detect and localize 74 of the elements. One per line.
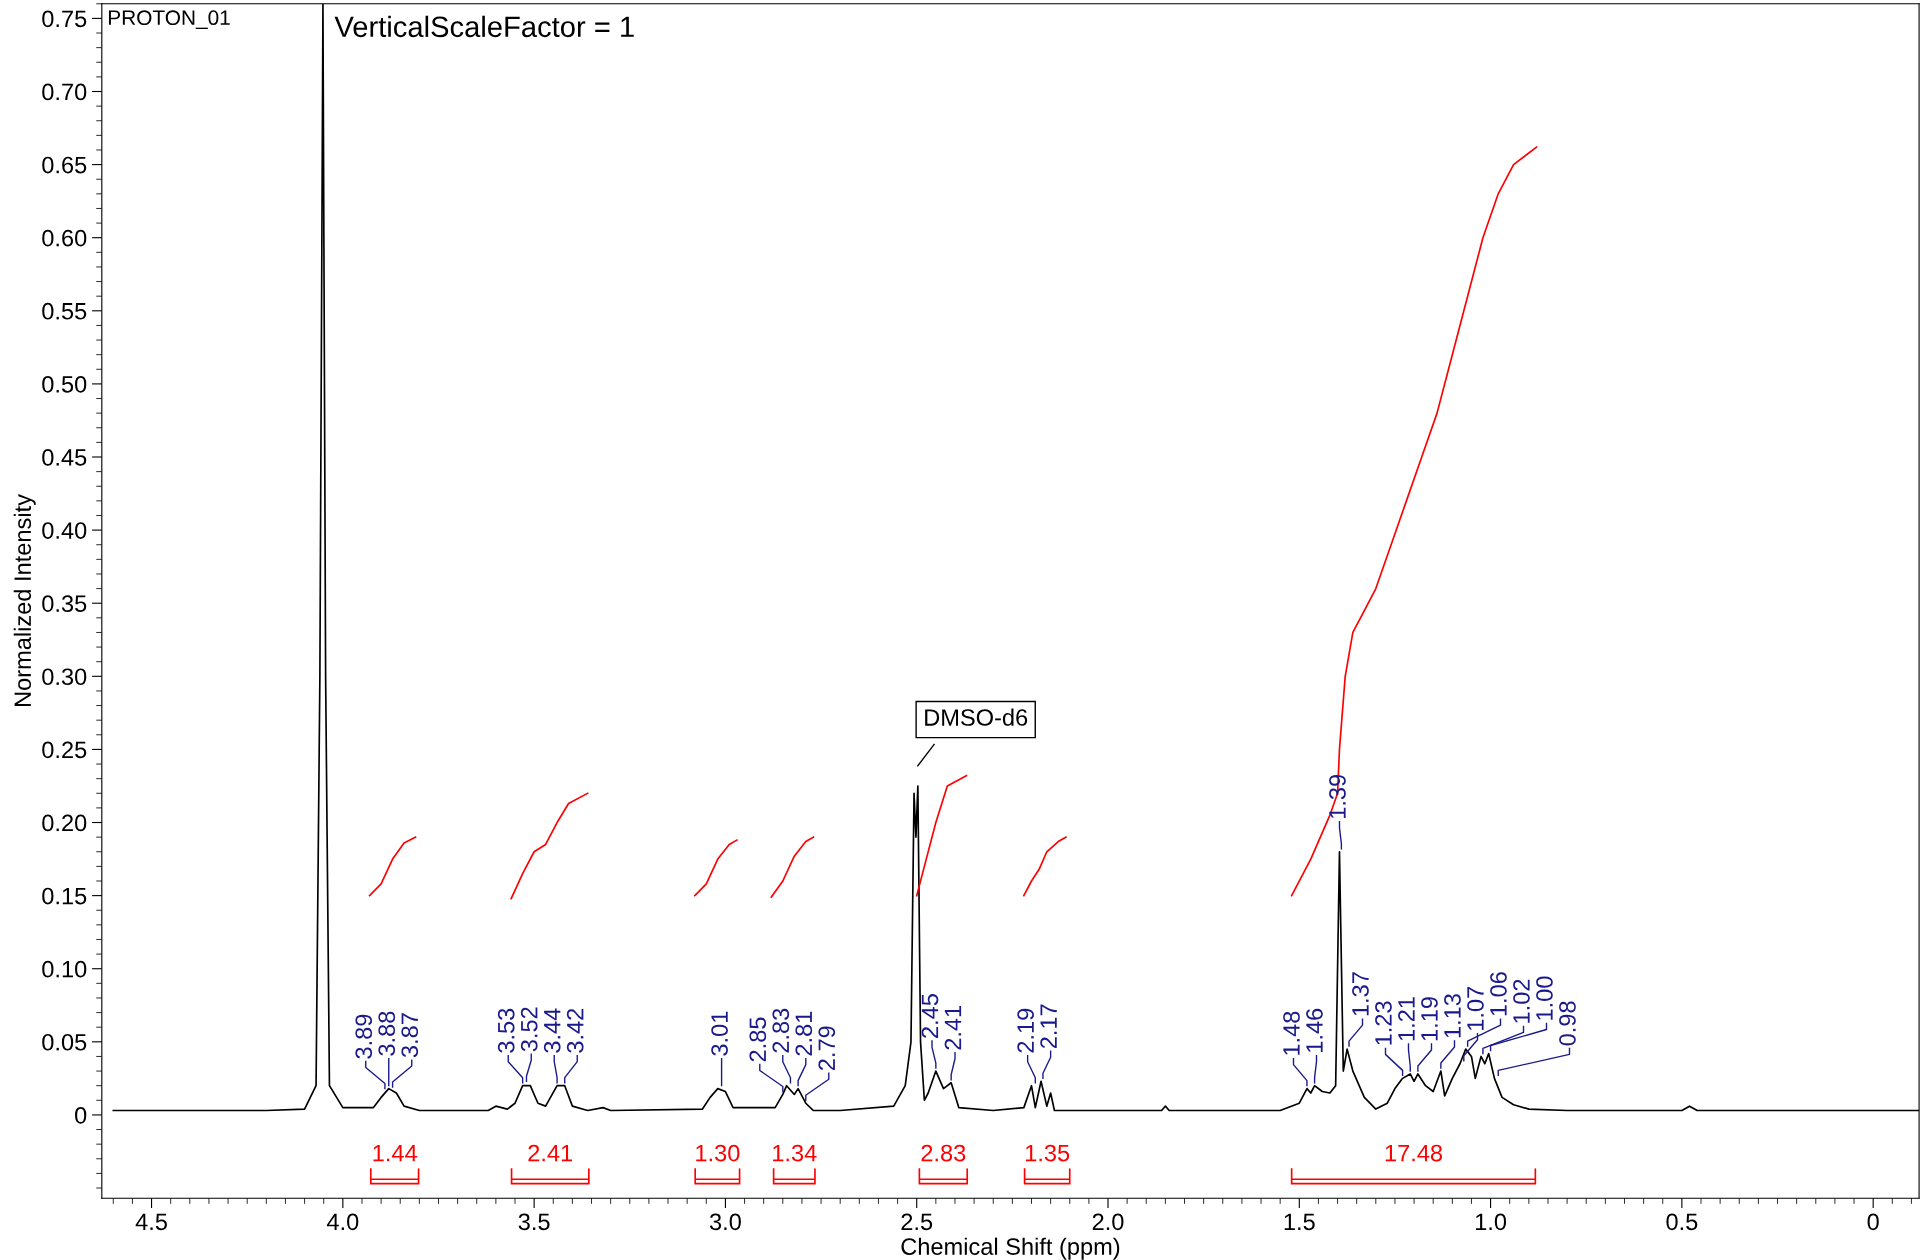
x-axis-title: Chemical Shift (ppm) <box>901 1237 1120 1260</box>
annotation: 3.53 <box>497 1008 515 1053</box>
annotation: DMSO-d6 <box>925 708 1028 726</box>
annotation: 3.87 <box>401 1013 419 1058</box>
annotation: 1.46 <box>1306 1008 1323 1052</box>
line-series <box>510 792 589 900</box>
annotation: 2.81 <box>795 1011 813 1056</box>
annotation: 2.45 <box>921 994 939 1038</box>
series-label: 1.44 <box>373 1144 417 1162</box>
annotation: 1.37 <box>1352 972 1369 1016</box>
y-tick-label: 0.30 <box>42 668 87 686</box>
annotation: 2.41 <box>944 1005 962 1050</box>
annotation: 2.17 <box>1040 1004 1057 1049</box>
annotation: 1.02 <box>1513 979 1530 1023</box>
annotation: 3.89 <box>355 1014 373 1059</box>
annotation: 1.21 <box>1398 997 1415 1041</box>
x-tick-label: 1.5 <box>1284 1213 1315 1231</box>
series-label: 1.34 <box>773 1144 817 1162</box>
x-tick-label: 4.0 <box>326 1213 359 1231</box>
annotation: 3.42 <box>566 1008 584 1053</box>
annotation: 2.85 <box>749 1017 767 1062</box>
annotation: VerticalScaleFactor = 1 <box>334 15 634 38</box>
annotation: 1.06 <box>1490 972 1507 1016</box>
y-tick-label: 0.05 <box>42 1033 87 1051</box>
line-series <box>770 836 815 898</box>
x-tick-label: 3.0 <box>709 1213 741 1231</box>
series-label: 2.41 <box>528 1144 573 1162</box>
x-tick-label: 1.0 <box>1475 1213 1507 1231</box>
series-label: 1.35 <box>1026 1144 1070 1162</box>
annotation: 1.48 <box>1283 1011 1300 1055</box>
x-tick-label: 3.5 <box>518 1213 550 1231</box>
line-series <box>1290 146 1538 897</box>
y-tick-label: 0.25 <box>42 741 87 759</box>
y-tick-label: 0.15 <box>42 887 87 905</box>
series-label: 17.48 <box>1385 1144 1443 1162</box>
line-series <box>1023 836 1067 897</box>
y-tick-label: 0.20 <box>42 814 87 832</box>
y-tick-label: 0.40 <box>42 522 87 539</box>
x-tick-label: 2.5 <box>901 1213 933 1231</box>
x-tick-label: 4.5 <box>135 1213 167 1231</box>
annotation: 3.44 <box>543 1008 561 1053</box>
y-tick-label: 0.55 <box>42 302 87 320</box>
annotation: 1.19 <box>1421 997 1438 1041</box>
line-series <box>368 836 417 897</box>
series-label: 2.83 <box>921 1144 966 1162</box>
y-tick-label: 0.60 <box>42 229 87 247</box>
line-series <box>693 839 738 897</box>
y-tick-label: 0 <box>75 1106 87 1124</box>
y-tick-label: 0.75 <box>42 10 87 28</box>
line-series <box>915 774 968 897</box>
annotation: 2.19 <box>1017 1008 1034 1053</box>
annotation: 3.01 <box>711 1011 728 1056</box>
y-tick-label: 0.70 <box>42 83 87 101</box>
annotation: 1.13 <box>1444 994 1461 1038</box>
y-tick-label: 0.65 <box>42 156 87 174</box>
x-tick-label: 2.0 <box>1092 1213 1124 1231</box>
annotation: 1.00 <box>1536 976 1553 1020</box>
annotation: 2.83 <box>772 1008 790 1053</box>
annotation: 3.52 <box>520 1007 538 1052</box>
annotation: 0.98 <box>1559 1001 1576 1046</box>
annotation: PROTON_01 <box>108 10 230 29</box>
series-label: 1.30 <box>696 1144 740 1162</box>
y-tick-label: 0.10 <box>42 960 87 978</box>
y-tick-label: 0.45 <box>42 449 87 466</box>
y-tick-label: 0.50 <box>42 375 87 393</box>
annotation: 1.39 <box>1329 774 1346 818</box>
y-tick-label: 0.35 <box>42 595 87 612</box>
annotation: 2.79 <box>818 1026 836 1071</box>
y-axis-title: Normalized Intensity <box>13 494 36 707</box>
annotation: 1.23 <box>1375 1001 1392 1045</box>
annotation: 1.07 <box>1467 986 1484 1030</box>
annotation: 3.88 <box>378 1011 396 1056</box>
x-tick-label: 0 <box>1867 1213 1879 1231</box>
x-tick-label: 0.5 <box>1666 1213 1698 1231</box>
